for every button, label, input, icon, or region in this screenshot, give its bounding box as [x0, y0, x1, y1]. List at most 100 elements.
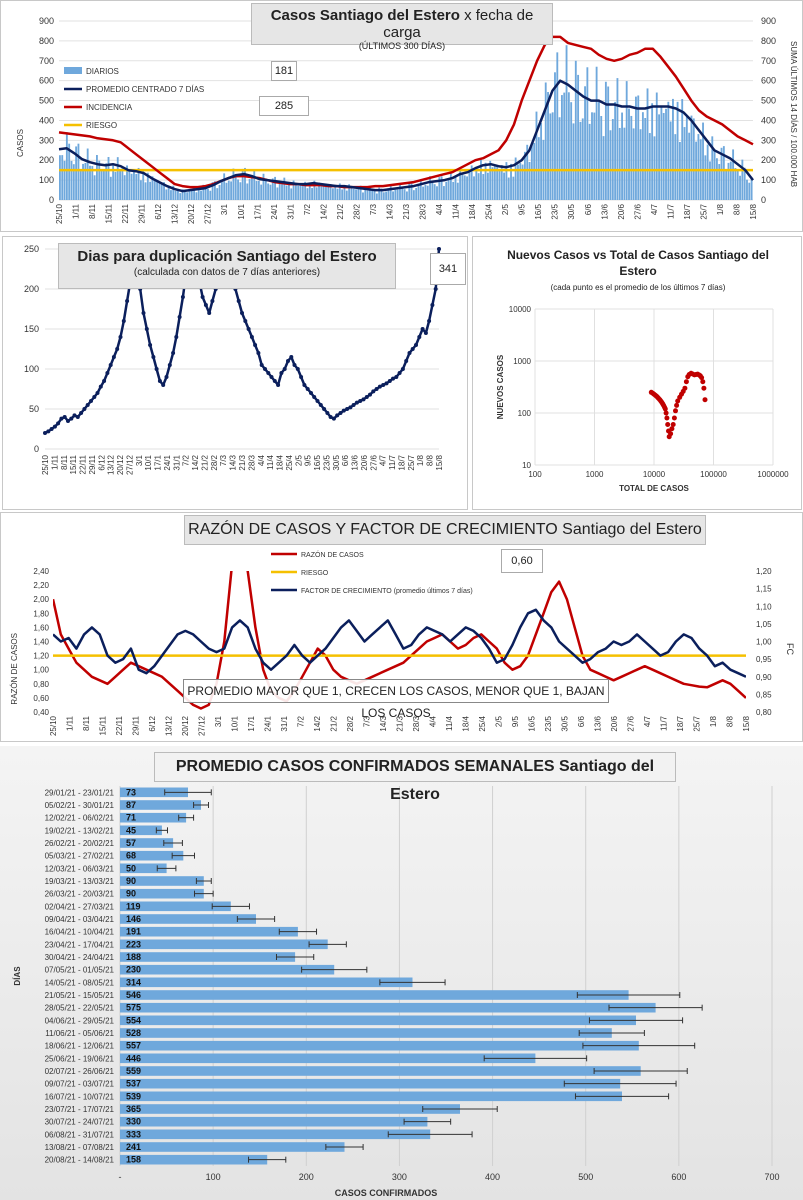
x-tick-label: 6/6	[577, 715, 586, 727]
point-duplicacion	[95, 391, 100, 395]
y-tick-label: 1,20	[33, 652, 49, 661]
point-duplicacion	[282, 367, 287, 371]
bar-diarios	[602, 136, 605, 200]
point-duplicacion	[407, 351, 412, 355]
bar-diarios	[304, 181, 307, 200]
bar-diarios	[315, 187, 318, 200]
bar-diarios	[213, 181, 216, 200]
value-label: 68	[126, 851, 136, 861]
bar-diarios	[519, 162, 522, 200]
bar-diarios	[204, 188, 207, 200]
point-duplicacion	[171, 351, 176, 355]
bar-diarios	[470, 165, 473, 200]
y-tick-label: 0	[49, 195, 54, 205]
x-tick-label: 17/1	[253, 203, 262, 219]
bar-diarios	[126, 165, 128, 200]
bar-diarios	[123, 175, 126, 200]
x-tick-label: 27/6	[369, 454, 378, 470]
point-duplicacion	[289, 355, 294, 359]
point-duplicacion	[82, 407, 87, 411]
legend-label: DIARIOS	[86, 67, 119, 76]
bar-diarios	[697, 134, 700, 200]
y-axis-label: NUEVOS CASOS	[496, 354, 505, 419]
point-duplicacion	[354, 400, 359, 405]
bar-diarios	[639, 129, 642, 200]
bar-diarios	[290, 188, 293, 200]
x-tick-label: 7/2	[303, 203, 312, 215]
bar-diarios	[355, 189, 357, 200]
bar-diarios	[209, 190, 212, 200]
bar-diarios	[722, 146, 725, 200]
bar-diarios	[410, 183, 413, 200]
bar-diarios	[322, 183, 325, 200]
bar-diarios	[415, 187, 418, 200]
bar-diarios	[713, 150, 716, 200]
chart-razon-title: RAZÓN DE CASOS Y FACTOR DE CRECIMIENTO	[188, 521, 558, 538]
x-tick-label: 4/7	[643, 715, 652, 727]
bar-diarios	[350, 186, 353, 200]
bar-diarios	[234, 173, 237, 200]
x-tick-label: 13/12	[107, 454, 116, 475]
bar-diarios	[558, 117, 561, 200]
bar-diarios	[329, 184, 332, 200]
bar-diarios	[248, 179, 251, 200]
chart-duplicacion-panel: 0 50 100 150 200 250 25/10 1/11 8/11 15/11 22/11 29…	[2, 236, 468, 510]
point-duplicacion	[259, 363, 264, 367]
x-tick-label: 24/1	[264, 715, 273, 731]
x-tick-label: 7/3	[219, 454, 228, 466]
value-label: 446	[126, 1053, 141, 1063]
bar-diarios	[517, 164, 519, 200]
bar-diarios	[466, 176, 468, 200]
bar-diarios	[202, 184, 205, 200]
bar-diarios	[237, 179, 239, 200]
bar-diarios	[683, 127, 686, 200]
bar-diarios	[345, 190, 348, 200]
bar-diarios	[373, 190, 376, 200]
chart-semanales-panel: - 100 200 300 400 500 600 700 29/01/21 - 23/01/2…	[0, 746, 803, 1200]
bar-diarios	[163, 182, 165, 200]
point-duplicacion	[420, 327, 425, 331]
category-label: 25/06/21 - 19/06/21	[45, 1054, 115, 1063]
bar-diarios	[554, 72, 556, 200]
bar-diarios	[507, 177, 510, 200]
bar-diarios	[655, 92, 658, 200]
chart-casos-title: Casos Santiago del Estero	[270, 7, 460, 24]
bar-diarios	[98, 160, 101, 200]
y2-tick-label: 400	[761, 115, 776, 125]
bar-diarios	[549, 113, 552, 200]
bar-diarios	[540, 122, 543, 200]
line-factor	[53, 608, 746, 678]
bar-diarios	[456, 182, 459, 200]
point-duplicacion	[318, 403, 323, 407]
point-duplicacion	[391, 376, 395, 381]
bar-diarios	[375, 193, 378, 200]
x-tick-label: 4/7	[650, 203, 659, 215]
bar-diarios	[211, 182, 214, 200]
x-tick-label: 4/7	[379, 454, 388, 466]
point-duplicacion	[305, 387, 310, 391]
bar-diarios	[556, 52, 559, 200]
bar-diarios	[704, 155, 707, 200]
bar-semanal	[120, 1116, 428, 1127]
x-tick-label: 13/6	[600, 203, 609, 219]
x-tick-label: 15/11	[105, 203, 114, 223]
bar-diarios	[167, 186, 170, 200]
y-tick-label: 200	[39, 155, 54, 165]
bar-diarios	[433, 184, 436, 200]
bar-diarios	[438, 177, 441, 200]
bar-semanal	[120, 1129, 431, 1140]
bar-diarios	[581, 118, 584, 200]
x-tick-label: 30/5	[332, 454, 341, 470]
y-tick-label: 0,80	[33, 680, 49, 689]
bar-diarios	[327, 185, 330, 200]
point-nuevos	[671, 415, 677, 421]
bar-diarios	[306, 188, 309, 200]
bar-diarios	[308, 182, 311, 200]
x-tick-label: 8/8	[726, 715, 735, 727]
legend-label: RIESGO	[86, 121, 117, 130]
x-axis-label: CASOS CONFIRMADOS	[335, 1188, 438, 1198]
bar-diarios	[616, 78, 619, 200]
bar-diarios	[514, 157, 517, 200]
y-tick-label: 10000	[509, 305, 532, 314]
bar-diarios	[720, 147, 723, 200]
